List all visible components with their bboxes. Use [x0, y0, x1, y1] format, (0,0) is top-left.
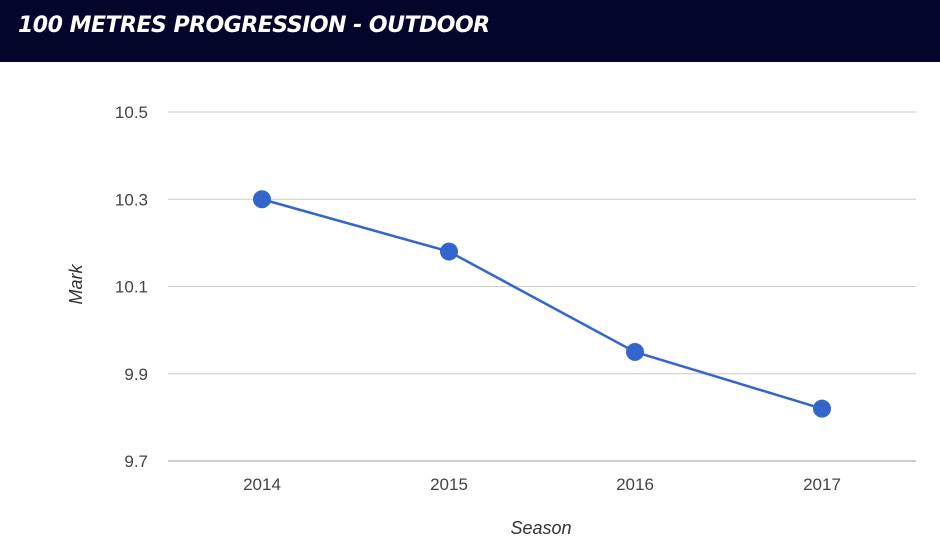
y-tick-label: 10.3	[115, 190, 148, 209]
y-tick-label: 10.1	[115, 278, 148, 297]
data-point	[626, 342, 644, 361]
x-axis-ticks: 2014 2015 2016 2017	[243, 475, 841, 494]
gridlines	[168, 111, 916, 462]
y-tick-label: 10.5	[115, 103, 148, 122]
x-tick-label: 2014	[243, 475, 281, 494]
chart-title: 100 METRES PROGRESSION - OUTDOOR	[18, 13, 490, 38]
y-axis-label: Mark	[66, 264, 86, 305]
data-point	[253, 190, 271, 209]
series-line	[261, 198, 823, 410]
y-tick-label: 9.9	[124, 365, 148, 384]
line-chart: 9.7 9.9 10.1 10.3 10.5 2014 2015 2016 2017 Mark…	[66, 103, 916, 538]
series-line-layer	[261, 198, 823, 410]
y-tick-label: 9.7	[124, 452, 148, 471]
x-tick-label: 2016	[616, 475, 654, 494]
y-axis-ticks: 9.7 9.9 10.1 10.3 10.5	[115, 103, 148, 471]
x-tick-label: 2017	[803, 475, 841, 494]
chart-header: 100 METRES PROGRESSION - OUTDOOR	[0, 0, 940, 62]
data-point	[440, 242, 458, 261]
series-points	[253, 190, 831, 418]
x-tick-label: 2015	[430, 475, 468, 494]
x-axis-label: Season	[510, 518, 571, 538]
data-point	[813, 399, 831, 418]
